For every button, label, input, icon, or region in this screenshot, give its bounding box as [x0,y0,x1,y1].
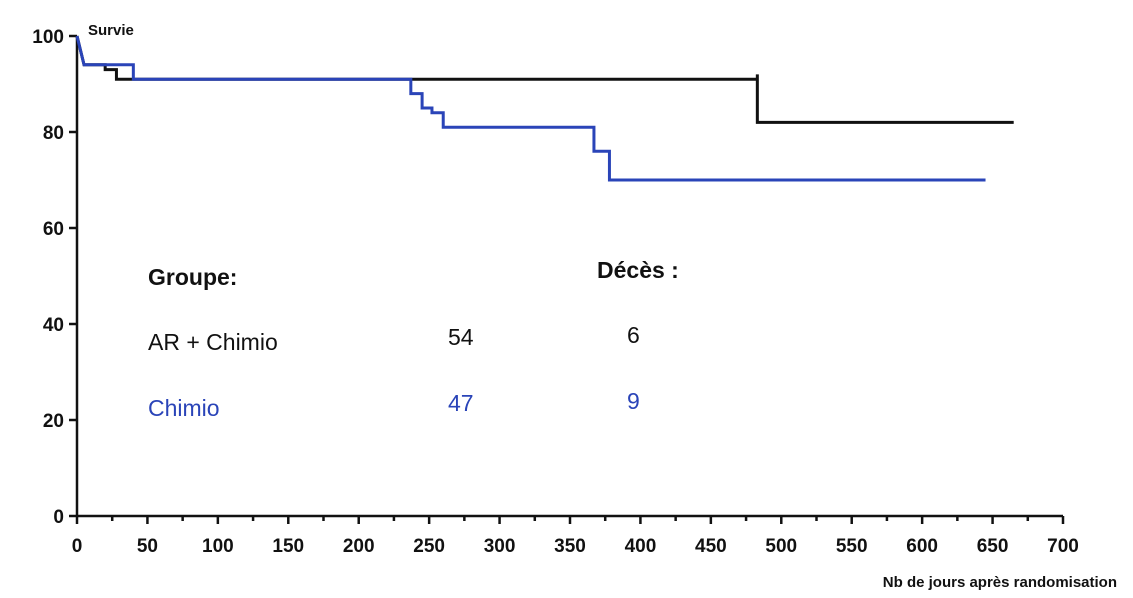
series-line-2 [77,36,986,180]
y-tick-label-40: 40 [43,315,64,336]
legend-header-group: Groupe: [148,264,237,290]
x-axis-title: Nb de jours après randomisation [883,574,1117,591]
x-tick-label-300: 300 [484,536,516,557]
axes: 0 20 40 60 80 100 0 50 100 150 200 250 300 350 400 450… [32,27,1079,557]
legend-row-1-deaths: 6 [627,322,640,348]
y-ticks: 0 20 40 60 80 100 [32,27,77,528]
x-tick-label-50: 50 [137,536,158,557]
x-tick-label-600: 600 [906,536,938,557]
legend-row-1-group: AR + Chimio [148,329,278,355]
x-tick-label-0: 0 [72,536,83,557]
series-layer [77,36,1014,180]
x-tick-label-250: 250 [413,536,445,557]
x-tick-label-100: 100 [202,536,234,557]
y-tick-label-100: 100 [32,27,64,48]
x-tick-label-650: 650 [977,536,1009,557]
x-tick-label-350: 350 [554,536,586,557]
x-tick-label-450: 450 [695,536,727,557]
x-tick-label-700: 700 [1047,536,1079,557]
x-tick-label-200: 200 [343,536,375,557]
legend-row-2-deaths: 9 [627,388,640,414]
x-ticks: 0 50 100 150 200 250 300 350 400 450 500 550 600 650 7… [72,516,1079,557]
y-axis-title: Survie [88,22,134,39]
y-tick-label-0: 0 [53,507,64,528]
y-tick-label-20: 20 [43,411,64,432]
y-tick-label-60: 60 [43,219,64,240]
x-tick-label-150: 150 [272,536,304,557]
legend: Groupe: Décès : AR + Chimio 54 6 Chimio … [148,257,679,421]
x-tick-label-500: 500 [765,536,797,557]
legend-header-deaths: Décès : [597,257,679,283]
legend-row-1-n: 54 [448,324,474,350]
x-tick-label-400: 400 [625,536,657,557]
legend-row-2-n: 47 [448,390,474,416]
x-tick-label-550: 550 [836,536,868,557]
y-tick-label-80: 80 [43,123,64,144]
legend-row-2-group: Chimio [148,395,220,421]
